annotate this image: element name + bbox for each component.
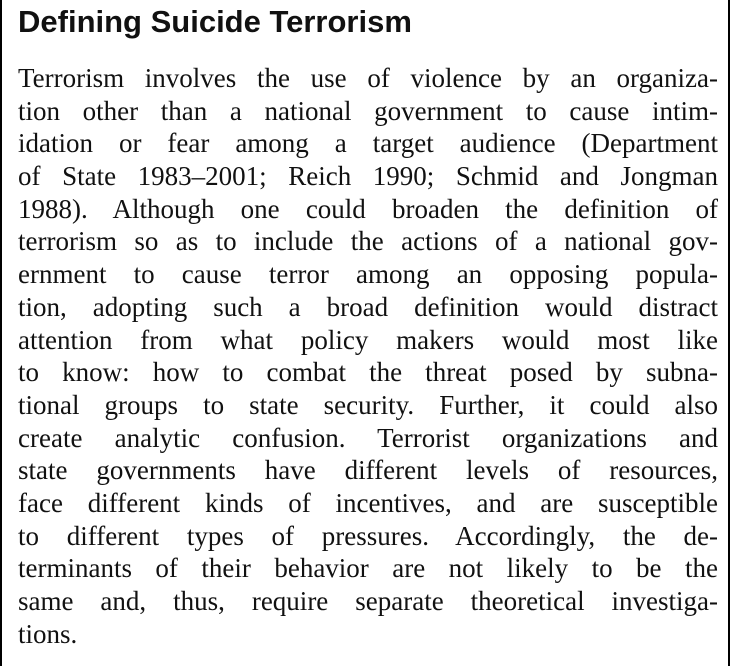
paragraph-line: attention from what policy makers would … bbox=[18, 324, 718, 355]
paragraph-line: to different types of pressures. Accordi… bbox=[18, 520, 718, 551]
paragraph-line: face different kinds of incentives, and … bbox=[18, 487, 718, 518]
paragraph-line: tions. bbox=[18, 618, 78, 649]
paragraph-line: tion other than a national government to… bbox=[18, 95, 718, 126]
body-paragraph: Terrorism involves the use of violence b… bbox=[18, 62, 718, 650]
paragraph-line: tion, adopting such a broad definition w… bbox=[18, 291, 718, 322]
paragraph-line: same and, thus, require separate theoret… bbox=[18, 586, 718, 616]
paragraph-line: state governments have different levels … bbox=[18, 455, 718, 486]
paragraph-line: to know: how to combat the threat posed … bbox=[18, 357, 718, 388]
paragraph-line: tional groups to state security. Further… bbox=[18, 389, 718, 420]
paragraph-line: terrorism so as to include the actions o… bbox=[18, 226, 718, 257]
paragraph-line: terminants of their behavior are not lik… bbox=[18, 553, 718, 584]
section-heading: Defining Suicide Terrorism bbox=[18, 4, 412, 39]
paragraph-line: 1988). Although one could broaden the de… bbox=[18, 193, 718, 224]
paragraph-line: idation or fear among a target audience … bbox=[18, 128, 718, 159]
paragraph-line: Terrorism involves the use of violence b… bbox=[18, 63, 718, 93]
paragraph-line: ernment to cause terror among an opposin… bbox=[18, 259, 718, 290]
paragraph-line: of State 1983–2001; Reich 1990; Schmid a… bbox=[18, 161, 718, 192]
paragraph-line: create analytic confusion. Terrorist org… bbox=[18, 422, 718, 453]
